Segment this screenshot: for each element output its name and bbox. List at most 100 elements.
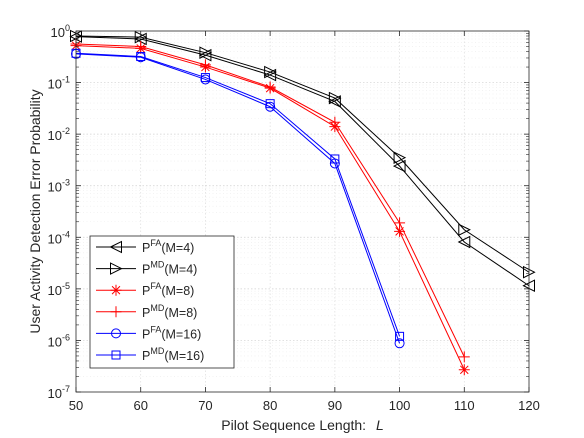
legend-label-superscript: FA	[150, 281, 161, 291]
x-tick-label: 120	[518, 398, 540, 413]
x-tick-label: 60	[133, 398, 147, 413]
data-point-marker	[136, 52, 146, 62]
x-axis-label-variable: L	[376, 417, 384, 433]
legend-box	[89, 235, 235, 369]
x-tick-label: 70	[198, 398, 212, 413]
y-tick-label: 10-2	[48, 126, 70, 143]
data-point-marker	[199, 59, 211, 71]
y-tick-label-base: 10	[48, 77, 62, 92]
legend-item: PMD(M=8)	[96, 303, 197, 320]
legend-item: PMD(M=4)	[96, 260, 197, 277]
data-point-marker	[457, 235, 471, 249]
x-tick-label: 80	[263, 398, 277, 413]
legend-label: PMD(M=8)	[142, 303, 197, 320]
y-tick-label-base: 10	[48, 386, 62, 401]
data-point-marker	[265, 99, 275, 109]
series-line	[75, 52, 401, 337]
legend-marker	[111, 350, 121, 360]
y-tick-label: 10-3	[48, 178, 70, 195]
legend-item: PFA(M=16)	[96, 324, 201, 341]
legend-item: PFA(M=8)	[96, 281, 194, 298]
legend-label-superscript: MD	[150, 303, 164, 313]
y-tick-label-exponent: -3	[62, 178, 70, 188]
legend-label-main: P	[142, 263, 150, 277]
legend: PFA(M=4)PMD(M=4)PFA(M=8)PMD(M=8)PFA(M=16…	[89, 235, 235, 369]
legend-marker	[110, 284, 122, 296]
data-point-marker	[394, 338, 405, 349]
legend-marker	[110, 262, 123, 275]
series-group	[69, 29, 536, 376]
y-tick-label-exponent: -4	[62, 229, 70, 239]
data-point-marker	[264, 81, 276, 93]
data-point-marker	[199, 46, 213, 59]
y-tick-label-base: 10	[48, 180, 62, 195]
legend-label-tail: (M=16)	[161, 327, 201, 341]
legend-label: PFA(M=8)	[142, 281, 194, 298]
axis-ticks: 50 60 70 80 90 100 110 12010-710-610-510-410-31…	[48, 23, 540, 413]
y-tick-label-exponent: -5	[62, 281, 70, 291]
legend-label-main: P	[142, 284, 150, 298]
series-line	[75, 53, 401, 344]
legend-marker	[111, 328, 121, 339]
data-point-marker	[394, 225, 406, 237]
y-tick-label: 10-5	[48, 281, 70, 298]
data-point-marker	[395, 331, 405, 341]
y-tick-label: 10-7	[48, 384, 70, 401]
y-tick-label: 10-4	[48, 229, 70, 246]
data-point-marker	[458, 364, 470, 376]
legend-label-main: P	[142, 327, 150, 341]
legend-label-tail: (M=16)	[164, 349, 204, 363]
legend-item: PFA(M=4)	[96, 238, 194, 255]
y-tick-label-base: 10	[48, 128, 62, 143]
legend-label: PFA(M=16)	[142, 324, 201, 341]
y-tick-label-exponent: -6	[62, 332, 70, 342]
data-point-marker	[328, 91, 342, 105]
data-point-marker	[458, 223, 471, 237]
legend-label-main: P	[142, 241, 150, 255]
legend-item: PMD(M=16)	[96, 346, 204, 363]
x-tick-label: 50	[69, 398, 83, 413]
legend-label: PMD(M=16)	[142, 346, 204, 363]
data-point-marker	[393, 151, 407, 164]
x-axis-label: Pilot Sequence Length: L	[221, 417, 383, 433]
legend-label-main: P	[142, 306, 150, 320]
data-point-marker	[135, 41, 147, 53]
legend-marker	[109, 240, 122, 254]
legend-label-superscript: MD	[150, 260, 164, 270]
data-point-marker	[394, 217, 406, 229]
series-line	[75, 36, 530, 287]
legend-label-superscript: FA	[150, 324, 161, 334]
x-axis-label-text: Pilot Sequence Length:	[221, 417, 366, 433]
data-point-marker	[330, 154, 340, 164]
data-point-marker	[264, 65, 277, 79]
y-tick-label-base: 10	[48, 334, 62, 349]
legend-label-superscript: FA	[150, 238, 161, 248]
plot-area	[75, 30, 530, 393]
legend-label-main: P	[142, 349, 150, 363]
y-axis-label: User Activity Detection Error Probabilit…	[27, 89, 43, 333]
y-tick-label-base: 10	[51, 25, 65, 40]
y-tick-label-base: 10	[48, 231, 62, 246]
y-tick-label-exponent: -1	[62, 75, 70, 85]
data-point-marker	[329, 116, 341, 128]
y-tick-label: 100	[51, 23, 70, 40]
y-tick-label-exponent: -7	[62, 384, 70, 394]
legend-label-tail: (M=4)	[164, 263, 197, 277]
y-tick-label-exponent: -2	[62, 126, 70, 136]
y-tick-label-base: 10	[48, 283, 62, 298]
x-tick-label: 90	[328, 398, 342, 413]
series-line	[75, 35, 530, 273]
y-tick-label: 10-6	[48, 332, 70, 349]
data-point-marker	[458, 351, 470, 363]
x-tick-label: 100	[389, 398, 411, 413]
series-3	[70, 38, 470, 363]
legend-label-superscript: MD	[150, 346, 164, 356]
x-tick-label: 110	[454, 398, 475, 413]
y-tick-label: 10-1	[48, 75, 70, 92]
data-point-marker	[392, 159, 406, 173]
legend-label-tail: (M=4)	[161, 241, 194, 255]
legend-label: PMD(M=4)	[142, 260, 197, 277]
data-point-marker	[200, 73, 210, 83]
